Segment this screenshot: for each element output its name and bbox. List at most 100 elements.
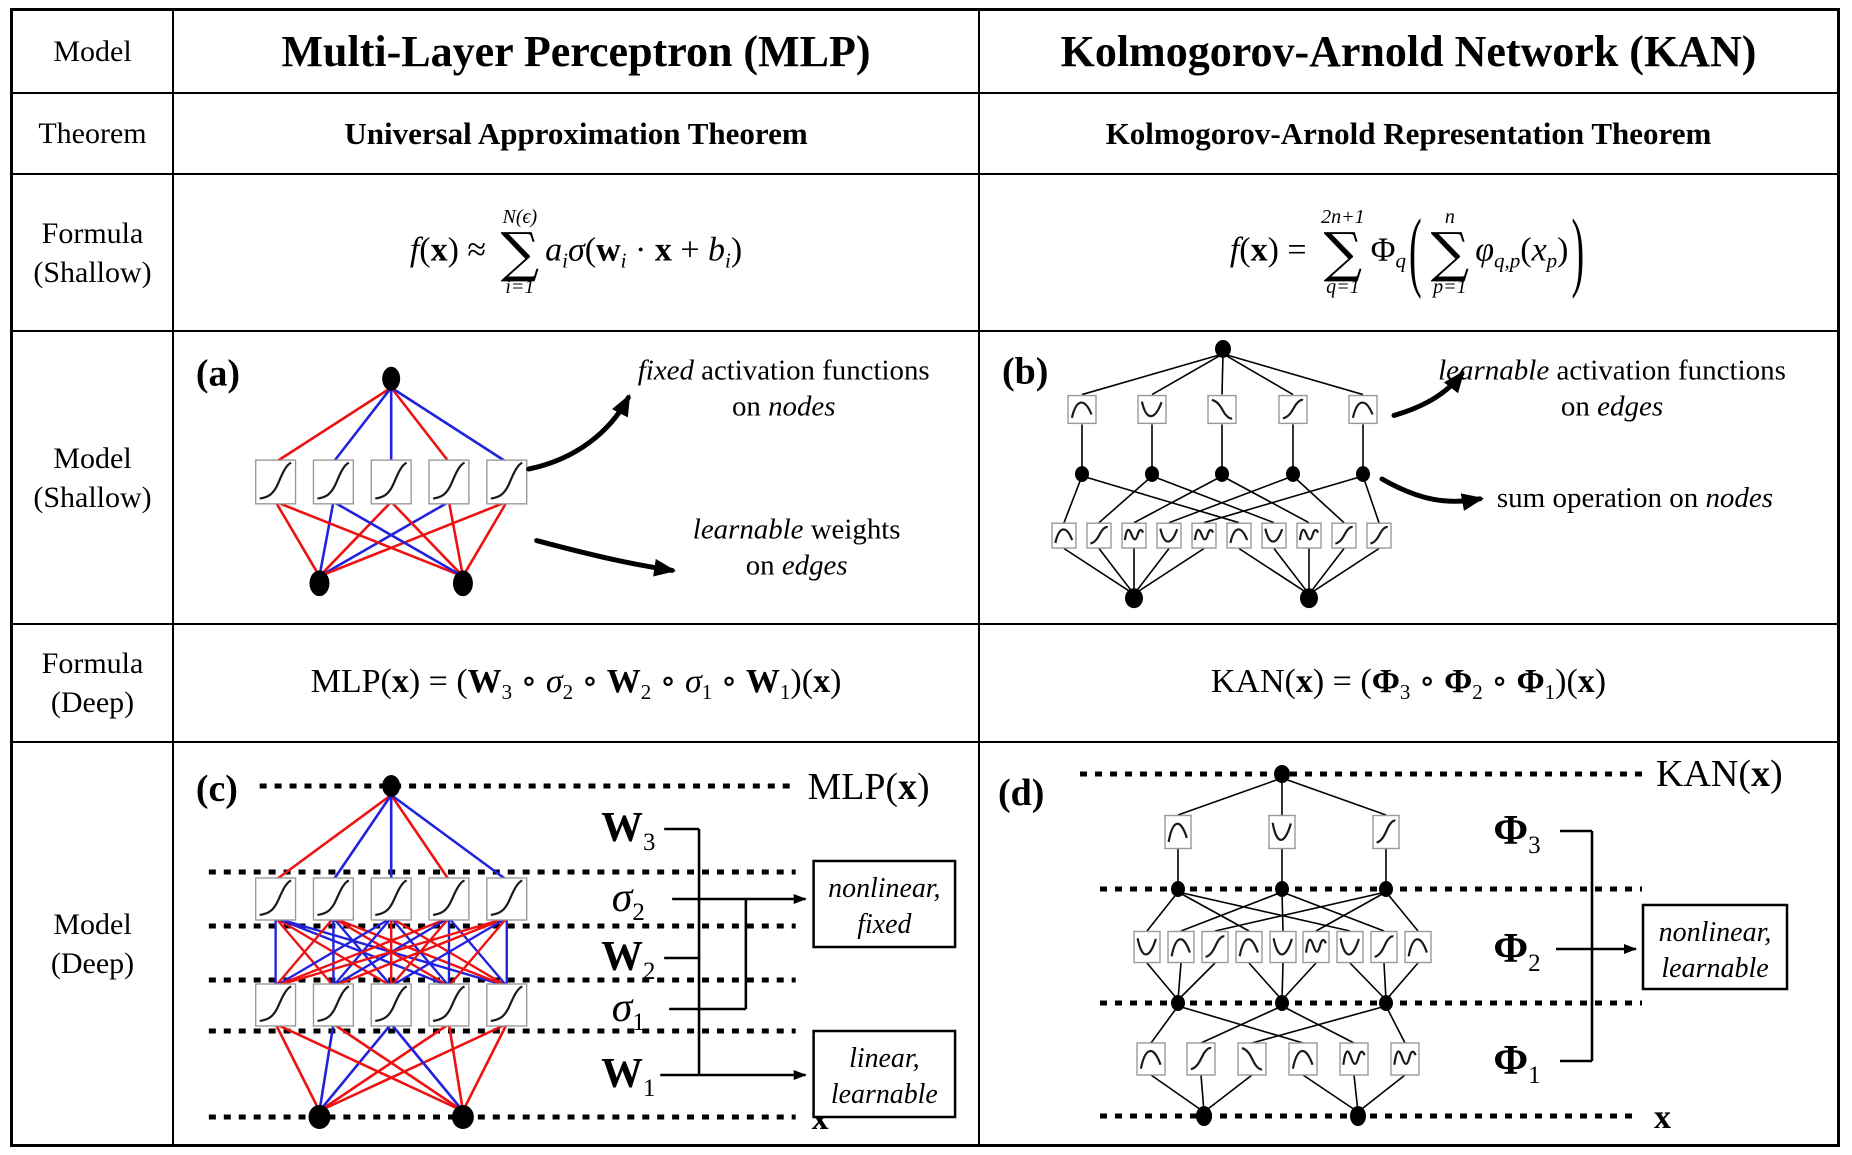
- summation-symbol: N(ϵ) ∑ i=1: [500, 205, 540, 299]
- kan-deep-diagram-cell: (d) KAN(x) x Φ3 Φ2 Φ1 nonlinear, learnable: [980, 743, 1837, 1144]
- activation-function-box: [429, 460, 469, 504]
- kan-shallow-formula: f(x) = 2n+1 ∑ q=1 Φq(n ∑ p=1 φq,p(xp)): [1229, 203, 1585, 302]
- activation-function-box: [1371, 932, 1397, 963]
- side-box-text: learnable: [1661, 953, 1768, 984]
- activation-function-box: [1187, 1043, 1215, 1075]
- neuron-node: [382, 775, 401, 797]
- activation-function-box: [1134, 932, 1160, 963]
- annotation-arrow: [1391, 370, 1465, 418]
- neuron-node: [1125, 588, 1143, 609]
- kan-shallow-network-diagram: (b) learnable activation functions on edge…: [1002, 339, 1786, 609]
- annotation-text: learnable weights: [693, 514, 901, 546]
- neuron-node: [1215, 339, 1231, 358]
- row-label-model-text: Model: [53, 35, 132, 68]
- kan-deep-formula-cell: KAN(x) = (Φ3 ∘ Φ2 ∘ Φ1)(x): [980, 625, 1837, 743]
- activation-function-box: [1165, 816, 1191, 849]
- panel-label: (a): [196, 353, 240, 395]
- neuron-node: [309, 570, 330, 597]
- layer-symbol-label: W1: [601, 1051, 655, 1102]
- activation-function-box: [256, 984, 296, 1026]
- side-box-text: learnable: [831, 1079, 938, 1110]
- activation-boxes: [256, 878, 527, 1026]
- kan-shallow-diagram-cell: (b) learnable activation functions on edge…: [980, 332, 1837, 625]
- annotation-arrow: [1379, 476, 1484, 511]
- activation-function-box: [1332, 523, 1356, 548]
- neuron-node: [1379, 881, 1393, 897]
- neuron-node: [1171, 881, 1185, 897]
- side-box-text: fixed: [857, 909, 912, 940]
- activation-function-box: [371, 878, 411, 920]
- kan-title-text: Kolmogorov-Arnold Network (KAN): [1060, 27, 1757, 76]
- activation-function-box: [1168, 932, 1194, 963]
- activation-function-box: [313, 878, 353, 920]
- kan-theorem: Kolmogorov-Arnold Representation Theorem: [980, 94, 1837, 175]
- side-box-text: nonlinear,: [828, 873, 940, 904]
- activation-function-box: [429, 878, 469, 920]
- panel-label: (d): [998, 772, 1044, 814]
- neuron-node: [1379, 995, 1393, 1011]
- mlp-theorem: Universal Approximation Theorem: [174, 94, 980, 175]
- kan-deep-formula: KAN(x) = (Φ3 ∘ Φ2 ∘ Φ1)(x): [1210, 663, 1607, 704]
- neuron-node: [1274, 765, 1290, 783]
- annotation-text: fixed activation functions: [638, 355, 930, 387]
- activation-function-box: [371, 460, 411, 504]
- annotation-arrow: [526, 394, 631, 472]
- activation-function-box: [1137, 1043, 1165, 1075]
- kan-column-title: Kolmogorov-Arnold Network (KAN): [980, 11, 1837, 94]
- neuron-node: [1215, 466, 1229, 482]
- activation-function-box: [1227, 523, 1251, 548]
- neuron-node: [308, 1105, 331, 1129]
- annotation-text: on edges: [1561, 391, 1663, 423]
- neuron-node: [1275, 881, 1289, 897]
- activation-function-box: [1208, 396, 1236, 424]
- activation-function-box: [256, 878, 296, 920]
- row-label-model-deep-text: Model (Deep): [50, 907, 135, 980]
- neuron-node: [1145, 466, 1159, 482]
- activation-boxes: [256, 460, 527, 504]
- row-label-model-deep: Model (Deep): [13, 743, 174, 1144]
- row-label-model: Model: [13, 11, 174, 94]
- row-label-formula-shallow: Formula (Shallow): [13, 175, 174, 332]
- activation-function-box: [256, 460, 296, 504]
- activation-function-box: [1052, 523, 1076, 548]
- activation-function-box: [1236, 932, 1262, 963]
- activation-function-box: [1138, 396, 1166, 424]
- activation-function-box: [1349, 396, 1377, 424]
- annotation-text: on nodes: [732, 390, 835, 422]
- activation-function-box: [1270, 932, 1296, 963]
- input-line-label: x: [1654, 1099, 1671, 1136]
- kan-deep-network-diagram: (d) KAN(x) x Φ3 Φ2 Φ1 nonlinear, learnable: [998, 753, 1789, 1136]
- mlp-deep-network-diagram: (c) MLP(x)xW3σ2W2σ1W1nonlinear,fixedlinea…: [196, 766, 957, 1137]
- panel-label: (b): [1002, 351, 1048, 393]
- layer-symbol-label: W3: [601, 805, 655, 856]
- side-box-text: linear,: [849, 1043, 919, 1074]
- activation-function-box: [1303, 932, 1329, 963]
- mlp-shallow-diagram-cell: (a) fixed activation functions on nodes lea…: [174, 332, 980, 625]
- neuron-node: [1356, 466, 1370, 482]
- annotation-text: on edges: [746, 549, 848, 581]
- activation-function-box: [1373, 816, 1399, 849]
- activation-function-box: [1087, 523, 1111, 548]
- panel-label: (c): [196, 768, 238, 810]
- nonlinear-learnable-box: [1641, 903, 1789, 991]
- activation-function-box: [1269, 816, 1295, 849]
- layer-symbol-label: σ1: [612, 985, 645, 1036]
- row-label-formula-deep-text: Formula (Deep): [41, 647, 144, 719]
- activation-function-box: [1279, 396, 1307, 424]
- activation-function-box: [1337, 932, 1363, 963]
- mlp-theorem-text: Universal Approximation Theorem: [344, 115, 808, 151]
- summation-symbol: n ∑ p=1: [1430, 205, 1470, 299]
- activation-function-box: [1068, 396, 1096, 424]
- row-label-theorem-text: Theorem: [38, 117, 147, 150]
- layer-symbol-label: Φ2: [1493, 926, 1540, 977]
- row-label-theorem: Theorem: [13, 94, 174, 175]
- edges-layer: [1146, 777, 1419, 1113]
- neuron-node: [1196, 1106, 1212, 1126]
- mlp-deep-formula: MLP(x) = (W3 ∘ σ2 ∘ W2 ∘ σ1 ∘ W1)(x): [310, 663, 842, 704]
- layer-symbol-label: W2: [601, 934, 655, 985]
- activation-function-box: [1340, 1043, 1368, 1075]
- layer-symbol-label: Φ3: [1493, 808, 1540, 859]
- neuron-node: [1075, 466, 1089, 482]
